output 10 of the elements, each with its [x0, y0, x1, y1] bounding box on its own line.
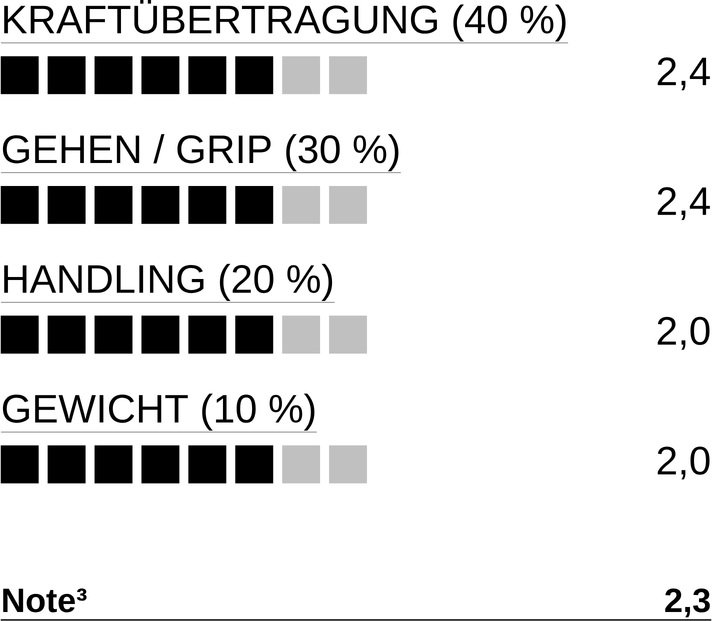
category-label: GEWICHT (10 %) — [2, 394, 314, 431]
text: Note³ — [3, 588, 87, 612]
data-label: 2,4 — [658, 187, 710, 220]
data-label: 2,4 — [658, 58, 710, 90]
category-label: HANDLING (20 %) — [4, 264, 332, 302]
category-label: KRAFTÜBERTRAGUNG (40 %) — [4, 0, 566, 42]
text: 2,3 — [665, 588, 710, 618]
category-label: GEHEN / GRIP (30 %) — [2, 134, 398, 172]
data-label: 2,0 — [658, 316, 710, 350]
data-label: 2,0 — [658, 446, 710, 480]
